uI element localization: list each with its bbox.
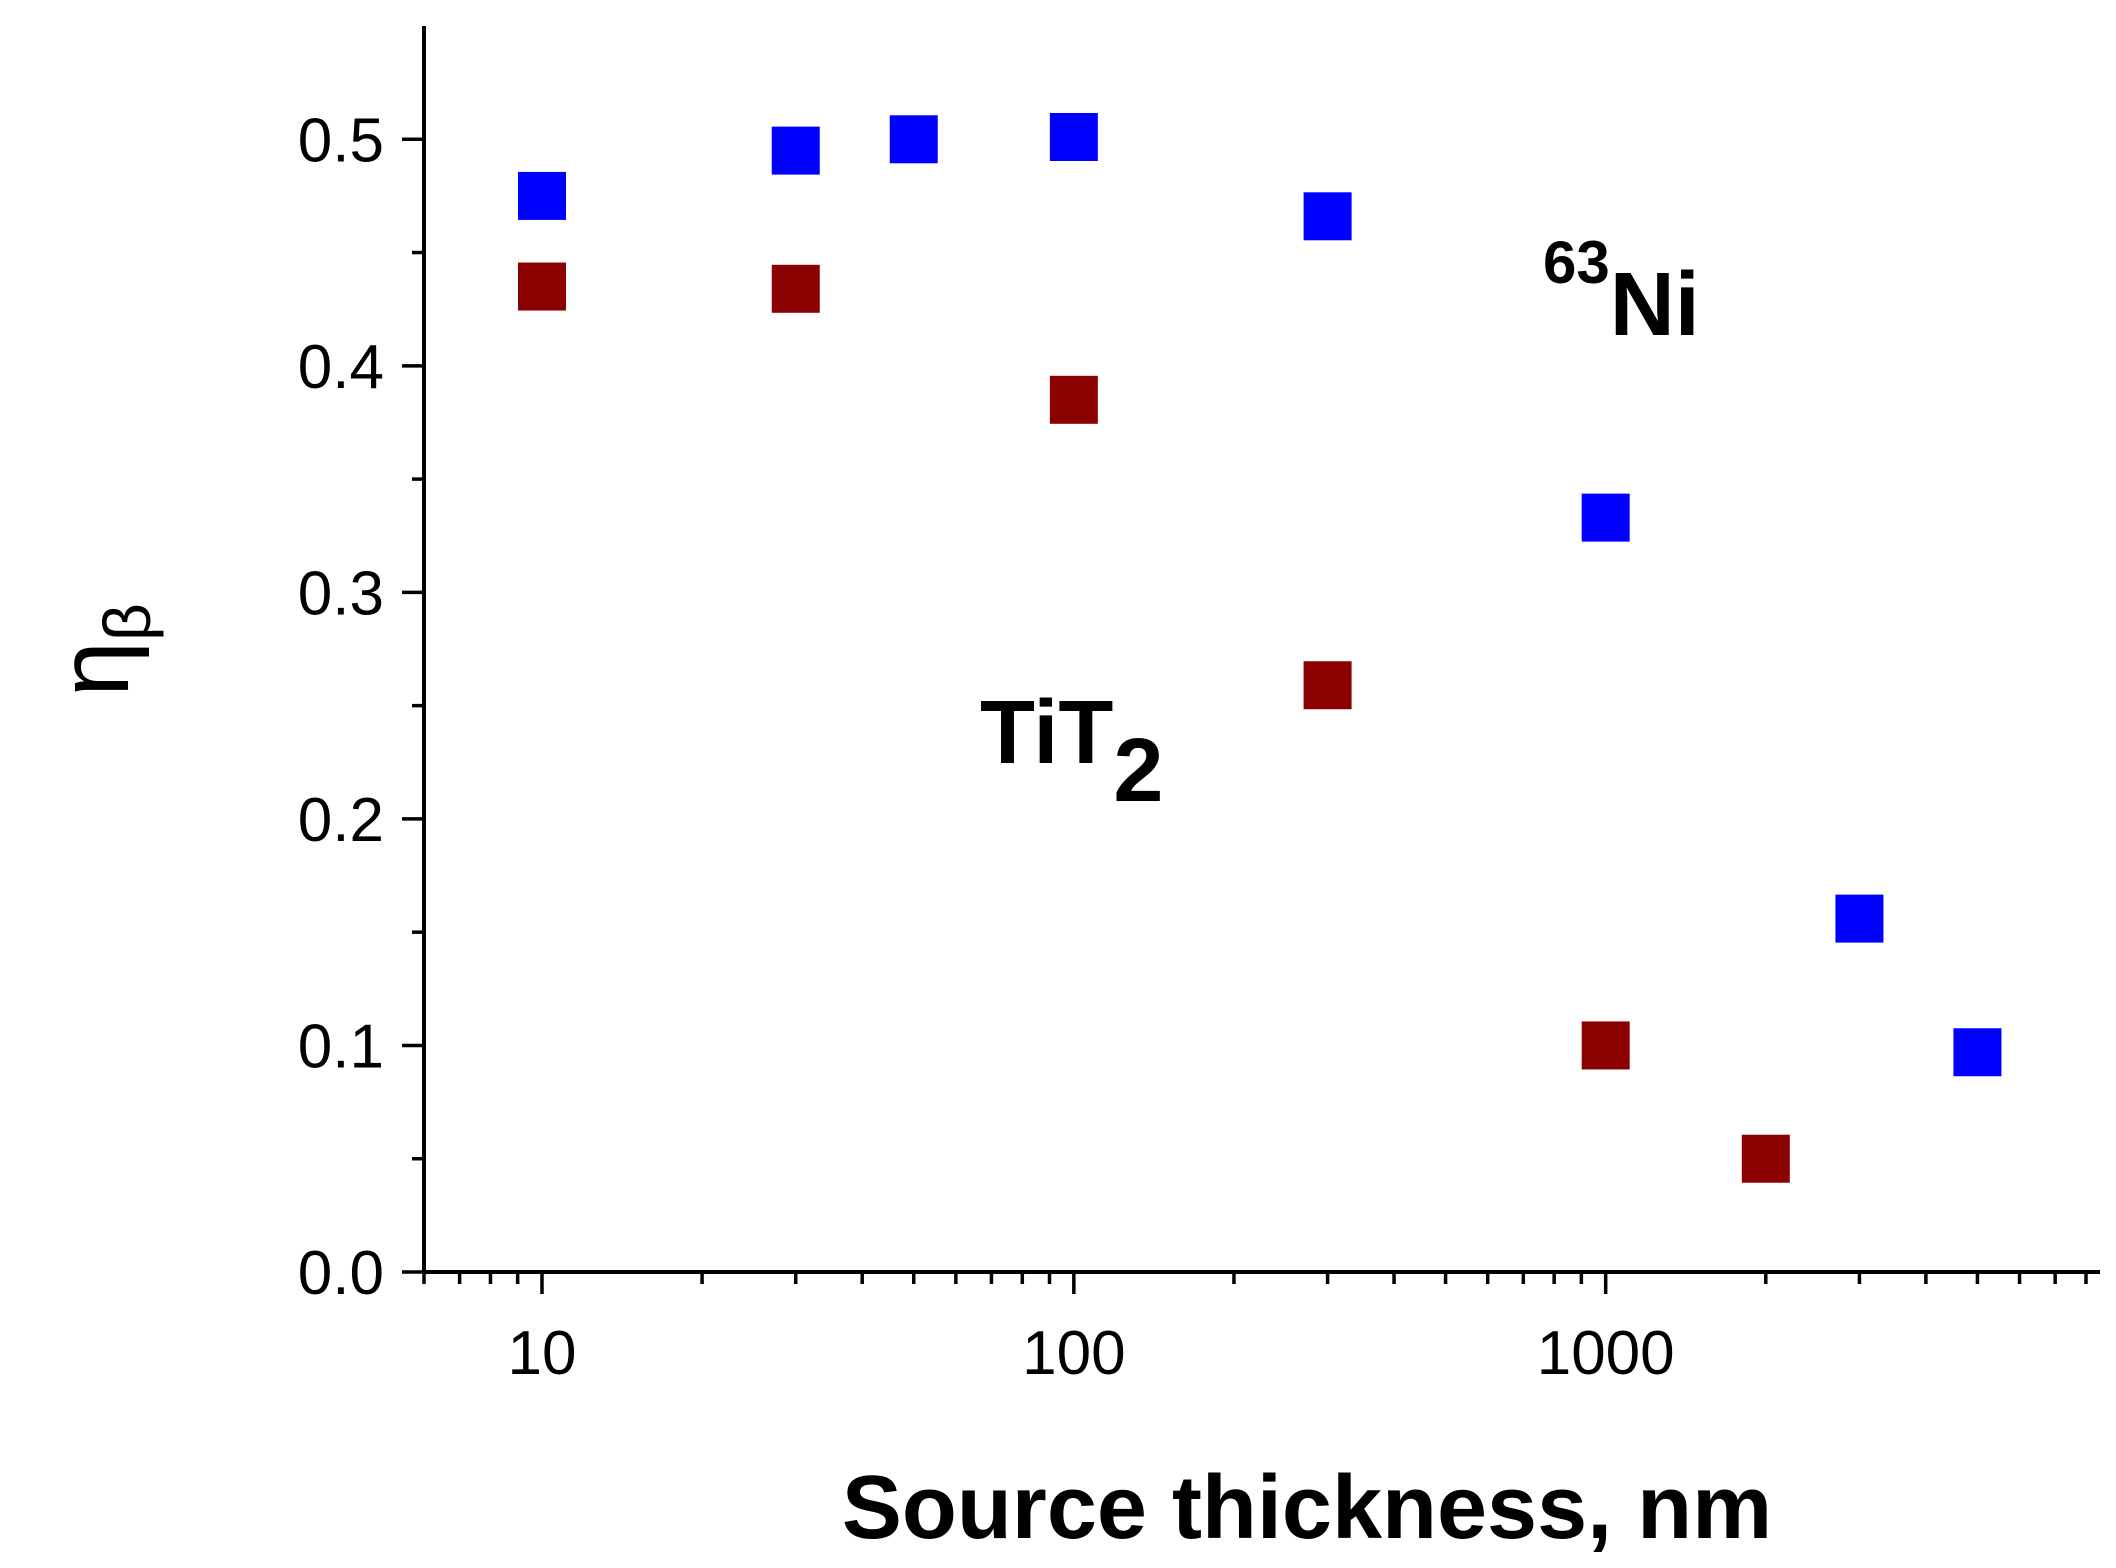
y-tick-label: 0.2 (298, 786, 384, 855)
y-tick-label: 0.4 (298, 333, 384, 402)
annotation-tit2: TiT2 (980, 683, 1163, 821)
annotation-tit2-main: TiT (980, 683, 1113, 783)
x-tick-label: 1000 (1537, 1319, 1675, 1388)
annotation-tit2-sub: 2 (1113, 721, 1163, 821)
data-point (771, 126, 820, 175)
data-point (1581, 1021, 1630, 1070)
svg-text:ηβ: ηβ (38, 603, 164, 697)
data-point (889, 115, 938, 164)
y-axis-title: ηβ (38, 603, 164, 697)
data-point (771, 264, 820, 313)
x-ticks: 10 100 1000 (422, 1272, 2088, 1388)
data-points (517, 113, 2002, 1183)
data-point (1049, 113, 1098, 162)
y-ticks: 0.0 0.1 0.2 0.3 0.4 0.5 (298, 106, 424, 1308)
x-tick-label: 10 (508, 1319, 577, 1388)
data-point (1953, 1028, 2002, 1077)
data-point (1581, 493, 1630, 542)
x-tick-label: 100 (1022, 1319, 1125, 1388)
series-1 (517, 262, 1790, 1183)
x-axis-title: Source thickness, nm (842, 1458, 1772, 1558)
series-0 (517, 113, 2002, 1077)
data-point (517, 262, 566, 311)
y-tick-label: 0.1 (298, 1012, 384, 1081)
data-point (1303, 192, 1352, 241)
data-point (1049, 375, 1098, 424)
annotation-ni63-sup: 63 (1543, 229, 1610, 296)
annotation-ni63: 63Ni (1543, 229, 1700, 355)
y-tick-label: 0.0 (298, 1239, 384, 1308)
y-axis-title-sub: β (90, 603, 164, 641)
data-point (1835, 894, 1884, 943)
data-point (517, 171, 566, 220)
data-point (1303, 661, 1352, 710)
data-point (1741, 1134, 1790, 1183)
y-axis-title-main: η (38, 641, 150, 697)
y-tick-label: 0.3 (298, 559, 384, 628)
y-tick-label: 0.5 (298, 106, 384, 175)
annotation-ni63-main: Ni (1610, 255, 1700, 355)
plot-axes (422, 26, 2100, 1274)
